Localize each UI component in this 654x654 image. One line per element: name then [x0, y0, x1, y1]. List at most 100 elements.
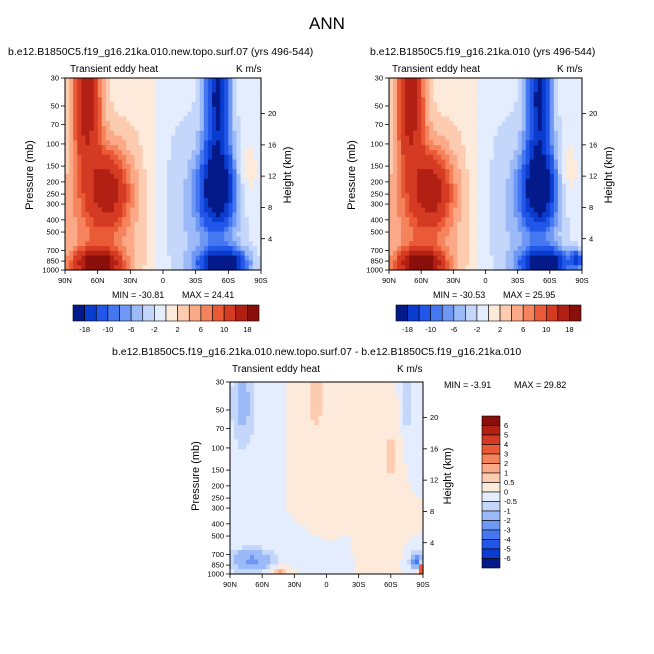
heatmap-cell — [89, 169, 95, 175]
heatmap-cell — [142, 178, 148, 185]
heatmap-cell — [569, 241, 575, 247]
heatmap-cell — [278, 449, 283, 455]
heatmap-cell — [97, 260, 103, 266]
heatmap-cell — [473, 121, 479, 127]
heatmap-cell — [322, 430, 328, 436]
heatmap-cell — [569, 140, 575, 146]
heatmap-cell — [565, 241, 571, 247]
heatmap-cell — [294, 386, 299, 393]
heatmap-cell — [240, 116, 246, 122]
heatmap-cell — [175, 106, 180, 113]
heatmap-cell — [294, 439, 299, 445]
heatmap-cell — [358, 473, 364, 479]
heatmap-cell — [118, 246, 123, 252]
heatmap-cell — [334, 406, 340, 412]
heatmap-cell — [346, 454, 352, 460]
heatmap-cell — [402, 468, 408, 474]
heatmap-cell — [533, 121, 539, 127]
heatmap-cell — [537, 140, 543, 146]
heatmap-cell — [240, 222, 246, 228]
heatmap-cell — [150, 145, 156, 151]
heatmap-cell — [203, 246, 209, 252]
heatmap-cell — [477, 126, 483, 132]
heatmap-cell — [485, 154, 491, 161]
heatmap-cell — [252, 159, 258, 165]
heatmap-cell — [89, 222, 95, 228]
heatmap-cell — [244, 150, 250, 156]
heatmap-cell — [286, 420, 291, 426]
colorbar-swatch — [557, 304, 570, 322]
y-tick-label: 400 — [370, 215, 383, 224]
heatmap-cell — [473, 145, 479, 151]
heatmap-cell — [390, 425, 396, 431]
heatmap-cell — [65, 116, 70, 122]
heatmap-cell — [322, 463, 328, 469]
heatmap-cell — [481, 78, 487, 84]
heatmap-cell — [171, 231, 176, 237]
heatmap-cell — [109, 260, 115, 266]
heatmap-cell — [453, 265, 458, 271]
heatmap-cell — [477, 265, 483, 271]
heatmap-cell — [429, 126, 434, 132]
heatmap-cell — [232, 212, 238, 218]
heatmap-cell — [244, 140, 250, 146]
heatmap-cell — [525, 222, 531, 228]
heatmap-cell — [397, 150, 402, 156]
heatmap-cell — [240, 97, 246, 103]
heatmap-cell — [262, 420, 267, 426]
heatmap-cell — [429, 159, 434, 165]
heatmap-cell — [199, 82, 205, 89]
heatmap-cell — [517, 183, 523, 189]
heatmap-cell — [130, 87, 136, 93]
heatmap-cell — [242, 458, 247, 465]
heatmap-cell — [191, 102, 197, 108]
heatmap-cell — [163, 178, 168, 185]
heatmap-cell — [114, 82, 119, 89]
heatmap-cell — [228, 111, 234, 117]
heatmap-cell — [469, 241, 475, 247]
heatmap-cell — [489, 174, 495, 180]
heatmap-cell — [191, 231, 197, 237]
heatmap-cell — [477, 236, 483, 242]
heatmap-cell — [114, 265, 119, 271]
heatmap-cell — [326, 386, 332, 393]
heatmap-cell — [453, 164, 458, 170]
heatmap-cell — [254, 430, 259, 436]
heatmap-cell — [489, 250, 495, 257]
heatmap-cell — [549, 140, 555, 146]
heatmap-cell — [232, 97, 238, 103]
heatmap-cell — [330, 415, 336, 421]
heatmap-cell — [246, 430, 251, 436]
heatmap-cell — [437, 246, 442, 252]
heatmap-cell — [481, 130, 487, 137]
heatmap-cell — [509, 106, 515, 113]
heatmap-cell — [393, 97, 398, 103]
heatmap-cell — [154, 260, 160, 266]
heatmap-cell — [93, 150, 99, 156]
heatmap-cell — [158, 130, 164, 137]
heatmap-cell — [441, 265, 446, 271]
heatmap-cell — [228, 265, 234, 271]
heatmap-cell — [541, 231, 547, 237]
heatmap-cell — [453, 260, 458, 266]
heatmap-cell — [134, 222, 140, 228]
heatmap-cell — [318, 391, 324, 397]
heatmap-cell — [220, 116, 225, 122]
heatmap-cell — [501, 207, 507, 213]
heatmap-cell — [69, 188, 74, 194]
heatmap-cell — [437, 250, 442, 257]
heatmap-cell — [573, 159, 579, 165]
heatmap-cell — [130, 82, 136, 89]
heatmap-cell — [262, 406, 267, 412]
heatmap-cell — [401, 169, 406, 175]
heatmap-cell — [171, 78, 176, 84]
heatmap-cell — [244, 202, 250, 209]
heatmap-cell — [150, 241, 156, 247]
heatmap-cell — [81, 188, 87, 194]
heatmap-cell — [326, 406, 332, 412]
heatmap-cell — [216, 78, 221, 84]
heatmap-cell — [429, 116, 434, 122]
heatmap-cell — [565, 82, 571, 89]
heatmap-cell — [252, 260, 258, 266]
heatmap-cell — [393, 222, 398, 228]
